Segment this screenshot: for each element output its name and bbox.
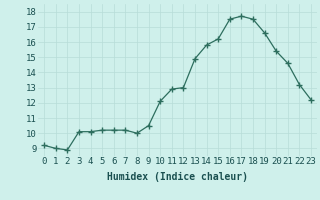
X-axis label: Humidex (Indice chaleur): Humidex (Indice chaleur) <box>107 172 248 182</box>
